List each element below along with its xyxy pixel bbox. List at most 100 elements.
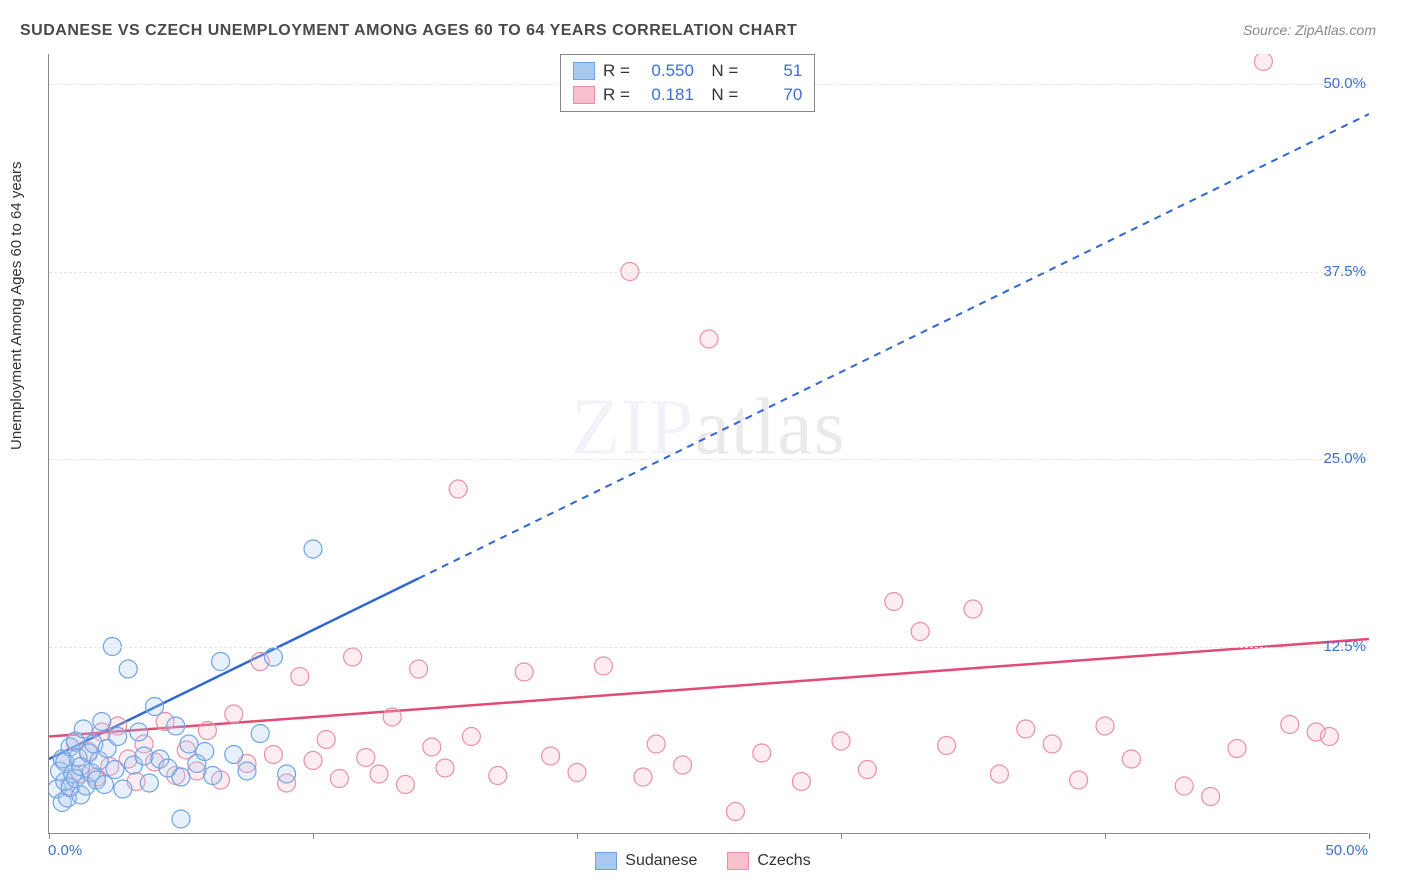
swatch-sudanese-icon bbox=[595, 852, 617, 870]
data-point bbox=[515, 663, 533, 681]
data-point bbox=[792, 773, 810, 791]
data-point bbox=[594, 657, 612, 675]
data-point bbox=[489, 767, 507, 785]
data-point bbox=[77, 777, 95, 795]
data-point bbox=[674, 756, 692, 774]
data-point bbox=[264, 648, 282, 666]
series-legend: Sudanese Czechs bbox=[0, 852, 1406, 870]
legend-label: Czechs bbox=[757, 852, 810, 870]
data-point bbox=[74, 720, 92, 738]
data-point bbox=[198, 722, 216, 740]
data-point bbox=[167, 767, 185, 785]
data-point bbox=[370, 765, 388, 783]
data-point bbox=[396, 776, 414, 794]
data-point bbox=[858, 761, 876, 779]
data-point bbox=[159, 759, 177, 777]
gridline-h bbox=[49, 272, 1368, 273]
x-tick bbox=[577, 833, 578, 839]
data-point bbox=[172, 768, 190, 786]
data-point bbox=[330, 770, 348, 788]
data-point bbox=[1096, 717, 1114, 735]
y-tick-label: 12.5% bbox=[1323, 638, 1366, 655]
data-point bbox=[156, 713, 174, 731]
data-point bbox=[225, 705, 243, 723]
legend-r-value: 0.181 bbox=[638, 83, 694, 107]
legend-r-value: 0.550 bbox=[638, 59, 694, 83]
data-point bbox=[146, 698, 164, 716]
data-point bbox=[167, 717, 185, 735]
legend-n-label: N = bbox=[702, 83, 738, 107]
data-point bbox=[53, 750, 71, 768]
data-point bbox=[56, 753, 74, 771]
plot-area: ZIPatlas bbox=[48, 54, 1368, 834]
x-tick bbox=[49, 833, 50, 839]
data-point bbox=[135, 735, 153, 753]
gridline-h bbox=[49, 647, 1368, 648]
data-point bbox=[146, 753, 164, 771]
x-tick bbox=[1369, 833, 1370, 839]
data-point bbox=[66, 770, 84, 788]
data-point bbox=[82, 764, 100, 782]
data-point bbox=[278, 774, 296, 792]
data-point bbox=[109, 728, 127, 746]
data-point bbox=[124, 756, 142, 774]
data-point bbox=[1228, 740, 1246, 758]
legend-r-label: R = bbox=[603, 59, 630, 83]
data-point bbox=[344, 648, 362, 666]
data-point bbox=[212, 653, 230, 671]
chart-svg bbox=[49, 54, 1369, 834]
data-point bbox=[172, 810, 190, 828]
data-point bbox=[66, 734, 84, 752]
data-point bbox=[990, 765, 1008, 783]
data-point bbox=[238, 755, 256, 773]
data-point bbox=[119, 750, 137, 768]
data-point bbox=[964, 600, 982, 618]
y-tick-label: 37.5% bbox=[1323, 263, 1366, 280]
data-point bbox=[72, 758, 90, 776]
data-point bbox=[832, 732, 850, 750]
swatch-sudanese bbox=[573, 62, 595, 80]
data-point bbox=[1017, 720, 1035, 738]
data-point bbox=[357, 749, 375, 767]
data-point bbox=[436, 759, 454, 777]
data-point bbox=[291, 668, 309, 686]
source-label: Source: ZipAtlas.com bbox=[1243, 22, 1376, 38]
data-point bbox=[69, 749, 87, 767]
data-point bbox=[135, 747, 153, 765]
data-point bbox=[51, 762, 69, 780]
legend-label: Sudanese bbox=[625, 852, 697, 870]
data-point bbox=[140, 774, 158, 792]
data-point bbox=[634, 768, 652, 786]
data-point bbox=[204, 767, 222, 785]
data-point bbox=[49, 780, 66, 798]
data-point bbox=[726, 803, 744, 821]
data-point bbox=[98, 740, 116, 758]
data-point bbox=[568, 764, 586, 782]
data-point bbox=[56, 773, 74, 791]
data-point bbox=[423, 738, 441, 756]
data-point bbox=[109, 717, 127, 735]
data-point bbox=[212, 771, 230, 789]
legend-row-czechs: R = 0.181 N = 70 bbox=[573, 83, 802, 107]
data-point bbox=[885, 593, 903, 611]
data-point bbox=[93, 723, 111, 741]
data-point bbox=[753, 744, 771, 762]
data-point bbox=[180, 735, 198, 753]
data-point bbox=[911, 623, 929, 641]
legend-row-sudanese: R = 0.550 N = 51 bbox=[573, 59, 802, 83]
data-point bbox=[542, 747, 560, 765]
chart-title: SUDANESE VS CZECH UNEMPLOYMENT AMONG AGE… bbox=[20, 22, 797, 40]
data-point bbox=[449, 480, 467, 498]
data-point bbox=[72, 765, 90, 783]
correlation-legend: R = 0.550 N = 51 R = 0.181 N = 70 bbox=[560, 54, 815, 112]
data-point bbox=[700, 330, 718, 348]
legend-n-label: N = bbox=[702, 59, 738, 83]
data-point bbox=[1175, 777, 1193, 795]
data-point bbox=[80, 744, 98, 762]
data-point bbox=[304, 540, 322, 558]
data-point bbox=[130, 723, 148, 741]
data-point bbox=[93, 713, 111, 731]
data-point bbox=[188, 755, 206, 773]
data-point bbox=[251, 653, 269, 671]
data-point bbox=[238, 762, 256, 780]
